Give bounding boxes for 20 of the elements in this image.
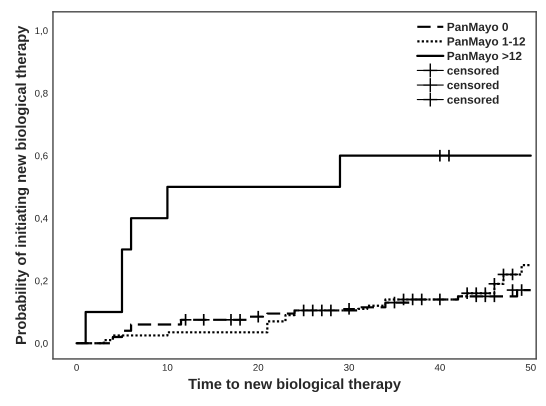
- legend-label: PanMayo >12: [448, 52, 522, 62]
- legend-label: PanMayo 1-12: [448, 37, 526, 48]
- y-tick-label: 0,6: [34, 152, 48, 160]
- y-tick-label: 0,0: [34, 340, 48, 348]
- y-tick-label: 0,8: [34, 90, 48, 98]
- legend-label: censored: [447, 80, 499, 90]
- y-tick-label: 0,2: [34, 277, 48, 286]
- x-tick-label: 10: [162, 364, 172, 371]
- x-tick-label: 40: [434, 364, 445, 371]
- legend-label: censored: [447, 95, 499, 104]
- y-axis-title: Probability of initiating new biological therapy: [15, 26, 30, 344]
- y-tick-label: 1,0: [35, 27, 48, 36]
- x-tick-label: 30: [344, 364, 354, 371]
- x-tick-label: 50: [526, 364, 536, 371]
- legend-label: PanMayo 0: [448, 22, 508, 34]
- legend-label: censored: [447, 66, 499, 75]
- x-axis-title: Time to new biological therapy: [188, 378, 401, 392]
- y-tick-label: 0,4: [34, 214, 48, 223]
- x-tick-label: 0: [74, 364, 79, 371]
- x-tick-label: 20: [253, 364, 264, 371]
